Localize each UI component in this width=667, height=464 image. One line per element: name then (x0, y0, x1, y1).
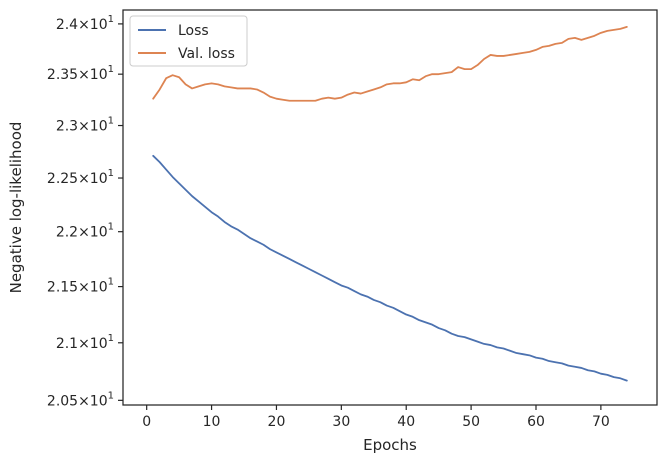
plot-frame (122, 9, 658, 406)
legend: Loss Val. loss (129, 15, 248, 67)
series-line-val-loss (152, 25, 628, 102)
y-tick-label: 2.35×101 (47, 64, 114, 83)
y-tick-label: 2.25×101 (47, 168, 114, 187)
legend-label-loss: Loss (178, 23, 209, 39)
x-axis-label: Epochs (363, 436, 417, 454)
x-tick-label: 40 (397, 414, 415, 430)
y-tick-label: 2.4×101 (56, 14, 114, 33)
y-tick-label: 2.15×101 (47, 277, 114, 296)
x-tick-label: 50 (462, 414, 480, 430)
x-tick-label: 60 (527, 414, 545, 430)
x-tick-label: 30 (332, 414, 350, 430)
y-tick-label: 2.05×101 (47, 390, 114, 409)
y-tick-label: 2.2×101 (56, 222, 114, 241)
legend-label-val-loss: Val. loss (178, 46, 235, 62)
x-tick-label: 0 (142, 414, 151, 430)
x-axis: 0 10 20 30 40 50 60 70 (142, 405, 610, 430)
x-tick-label: 10 (203, 414, 221, 430)
y-tick-label: 2.1×101 (56, 333, 114, 352)
y-axis-label: Negative log-likelihood (7, 122, 25, 294)
y-axis: 2.05×101 2.1×101 2.15×101 2.2×101 2.25×101 2.… (47, 14, 123, 409)
series-line-loss (152, 154, 628, 382)
x-tick-label: 70 (592, 414, 610, 430)
series-layer (152, 25, 628, 382)
x-tick-label: 20 (268, 414, 286, 430)
y-tick-label: 2.3×101 (56, 116, 114, 135)
